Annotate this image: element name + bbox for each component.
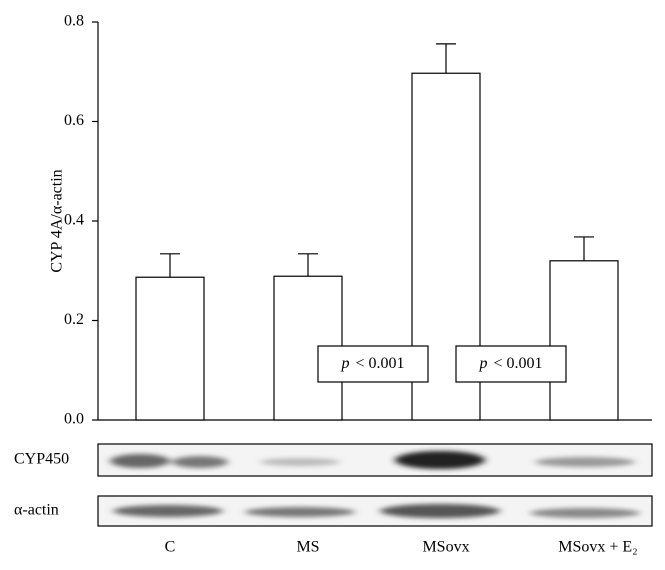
x-tick-label: MS <box>296 539 319 556</box>
annotation: p < 0.001 <box>478 355 542 372</box>
blot-label: α-actin <box>14 502 59 519</box>
bar <box>135 276 205 421</box>
blot-cyp450 <box>97 443 653 477</box>
y-tick-label: 0.2 <box>64 311 84 328</box>
y-tick-label: 0.6 <box>64 112 84 129</box>
annotation-box <box>455 345 567 383</box>
x-tick-label: MSovx <box>422 539 469 556</box>
blot-label: CYP450 <box>14 451 69 468</box>
annotation-text: < 0.001 <box>493 355 542 372</box>
annotation-variable: p <box>340 355 349 372</box>
y-axis-label: CYP 4A/α-actin <box>49 169 66 272</box>
x-tick-label: C <box>165 539 176 556</box>
x-tick-label: MSovx + E₂ <box>558 539 638 556</box>
y-tick-label: 0.0 <box>64 411 84 428</box>
y-tick-label: 0.8 <box>64 13 84 30</box>
annotation: p < 0.001 <box>340 355 404 372</box>
annotation-text: < 0.001 <box>355 355 404 372</box>
annotation-box <box>317 345 429 383</box>
bar <box>549 260 619 421</box>
y-tick-label: 0.4 <box>64 212 84 229</box>
annotation-variable: p <box>478 355 487 372</box>
blot-actin <box>97 495 653 527</box>
